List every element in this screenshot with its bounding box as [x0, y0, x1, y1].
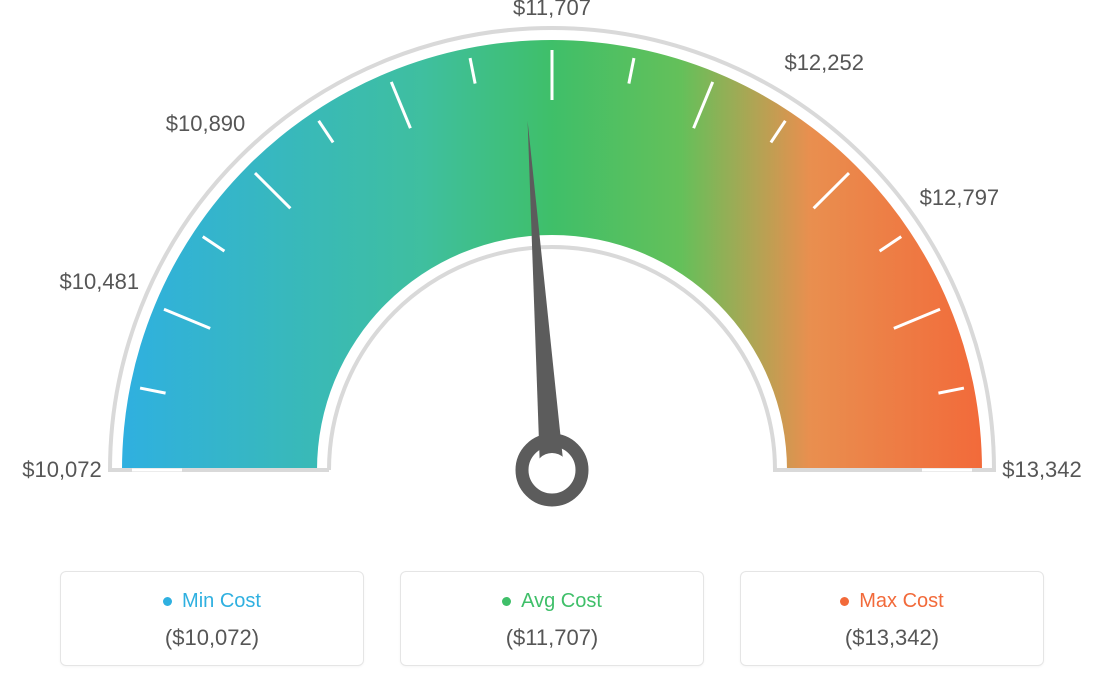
- scale-label: $10,072: [22, 457, 102, 483]
- scale-label: $10,890: [166, 111, 246, 137]
- legend-title-max: Max Cost: [751, 590, 1033, 613]
- legend-dot-min: [163, 597, 172, 606]
- legend-dot-avg: [502, 597, 511, 606]
- gauge-chart: $10,072 $10,481 $10,890 $11,707 $12,252 $12,7…: [0, 0, 1104, 690]
- legend-row: Min Cost ($10,072) Avg Cost ($11,707) Ma…: [0, 571, 1104, 666]
- scale-label: $11,707: [513, 0, 591, 21]
- legend-title-min: Min Cost: [71, 590, 353, 613]
- scale-label: $10,481: [60, 269, 140, 295]
- legend-label-avg: Avg Cost: [521, 590, 602, 613]
- gauge-svg: [0, 0, 1104, 560]
- legend-label-max: Max Cost: [859, 590, 943, 613]
- legend-card-max: Max Cost ($13,342): [740, 571, 1044, 666]
- legend-value-min: ($10,072): [71, 625, 353, 651]
- legend-card-avg: Avg Cost ($11,707): [400, 571, 704, 666]
- legend-title-avg: Avg Cost: [411, 590, 693, 613]
- legend-card-min: Min Cost ($10,072): [60, 571, 364, 666]
- gauge-hub-inner: [535, 453, 569, 487]
- scale-label: $13,342: [1002, 457, 1082, 483]
- scale-label: $12,252: [784, 50, 864, 76]
- legend-value-max: ($13,342): [751, 625, 1033, 651]
- legend-value-avg: ($11,707): [411, 625, 693, 651]
- legend-label-min: Min Cost: [182, 590, 261, 613]
- legend-dot-max: [840, 597, 849, 606]
- scale-label: $12,797: [920, 185, 1000, 211]
